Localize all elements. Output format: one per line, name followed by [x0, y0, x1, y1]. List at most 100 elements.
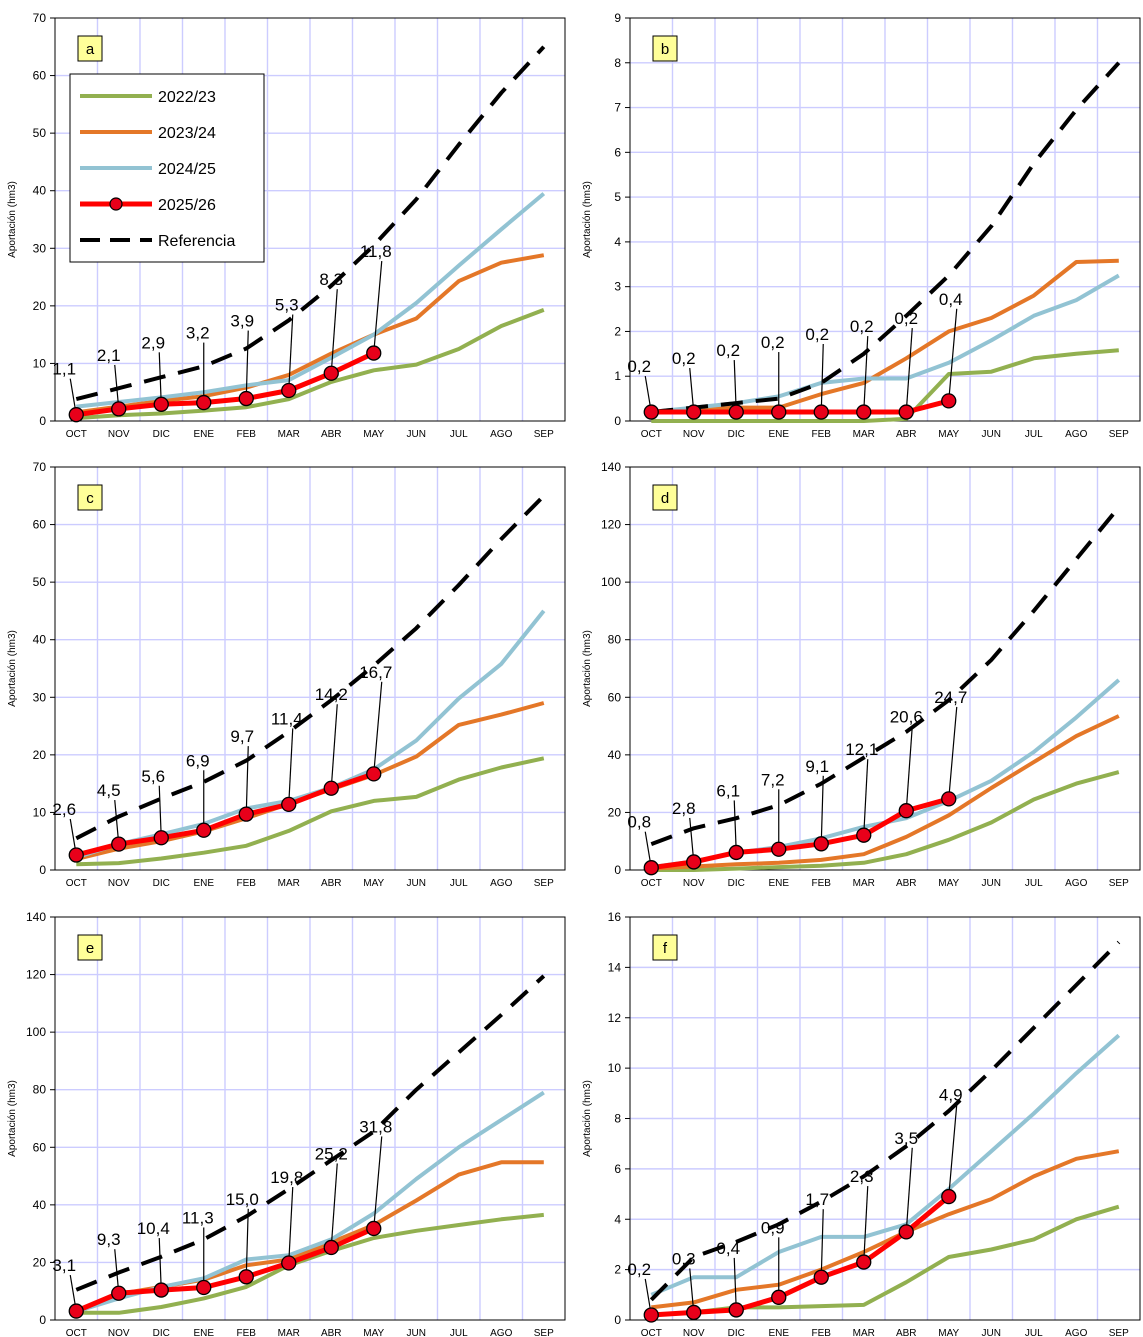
series-line-s2023: [651, 714, 1120, 871]
y-tick-label: 120: [26, 968, 46, 982]
x-tick-label: AGO: [1065, 429, 1087, 440]
y-tick-label: 100: [601, 575, 621, 589]
x-tick-label: DIC: [728, 429, 745, 440]
panel-label-text: b: [661, 41, 669, 58]
label-leader-line: [948, 1104, 958, 1197]
y-tick-label: 40: [33, 633, 47, 647]
panel-label: d: [652, 484, 678, 511]
y-tick-label: 20: [33, 748, 47, 762]
label-leader-line: [905, 726, 913, 811]
x-tick-label: JUN: [982, 1328, 1001, 1337]
x-tick-label: ENE: [193, 1328, 214, 1337]
legend-label: 2022/23: [158, 89, 216, 106]
label-leader-line: [948, 706, 958, 799]
legend-label: 2023/24: [158, 125, 216, 142]
x-tick-label: NOV: [108, 878, 130, 889]
data-label: 10,4: [137, 1219, 170, 1238]
x-tick-label: OCT: [641, 878, 662, 889]
data-label: 5,6: [141, 767, 165, 786]
series-marker-2025: [941, 791, 957, 807]
label-leader-line: [158, 1238, 162, 1291]
panel-label: e: [77, 934, 103, 961]
panel-label-box: [77, 934, 103, 961]
label-leader-line: [733, 1257, 737, 1310]
plot-frame: [54, 466, 566, 871]
series-marker-2025: [111, 836, 127, 852]
series-marker-2025: [771, 404, 787, 420]
label-leader-line: [245, 746, 249, 815]
y-tick-label: 12: [608, 1011, 622, 1025]
series-marker-2025: [856, 1254, 872, 1270]
series-line-s2022: [651, 348, 1119, 423]
x-tick-label: MAR: [853, 429, 875, 440]
data-label: 0,4: [939, 290, 963, 309]
x-tick-label: MAR: [278, 1328, 300, 1337]
panel-label-text: c: [86, 490, 94, 507]
data-label: 0,4: [716, 1239, 740, 1258]
data-label: 20,6: [890, 708, 923, 727]
panel-label-box: [652, 934, 678, 961]
series-line-reference: [75, 494, 546, 841]
y-tick-label: 9: [614, 11, 621, 25]
y-tick-label: 2: [614, 1263, 621, 1277]
label-leader-line: [905, 328, 913, 413]
y-tick-label: 60: [608, 690, 622, 704]
series-marker-2025: [196, 394, 212, 411]
series-marker-2025: [856, 404, 872, 420]
y-tick-label: 4: [614, 1212, 621, 1226]
y-tick-label: 60: [33, 69, 47, 83]
y-tick-label: 20: [33, 1255, 47, 1269]
x-tick-label: ENE: [768, 878, 789, 889]
x-tick-label: MAR: [278, 878, 300, 889]
x-tick-label: ENE: [768, 429, 789, 440]
y-tick-label: 120: [601, 518, 621, 532]
series-marker-2025: [366, 1220, 382, 1237]
panel-label-box: [77, 35, 103, 62]
series-marker-2025: [281, 796, 297, 813]
data-label: 6,9: [186, 751, 210, 770]
x-tick-label: ABR: [321, 429, 342, 440]
series-marker-2025: [771, 1289, 787, 1305]
y-tick-label: 14: [608, 960, 622, 974]
panel-label: c: [77, 484, 103, 511]
y-tick-label: 10: [33, 356, 47, 370]
x-tick-label: FEB: [237, 1328, 257, 1337]
data-label: 16,7: [359, 663, 392, 682]
x-tick-label: FEB: [237, 429, 257, 440]
series-marker-2025: [366, 345, 382, 361]
y-tick-label: 50: [33, 126, 47, 140]
series-line-s2023: [651, 1149, 1120, 1310]
y-tick-label: 8: [614, 1112, 621, 1126]
y-tick-label: 0: [39, 1313, 46, 1327]
label-leader-line: [158, 352, 162, 405]
panel-label: f: [652, 934, 678, 961]
panel-label: a: [77, 35, 103, 62]
x-tick-label: JUN: [407, 429, 426, 440]
x-tick-label: SEP: [1109, 429, 1129, 440]
label-leader-line: [330, 289, 338, 374]
x-tick-label: JUL: [1025, 1328, 1043, 1337]
series-line-reference: [650, 506, 1121, 846]
series-line-s2024: [650, 1033, 1121, 1297]
x-tick-label: FEB: [237, 878, 257, 889]
x-tick-label: ABR: [896, 429, 917, 440]
label-leader-line: [373, 1136, 383, 1229]
series-marker-2025: [238, 1269, 254, 1285]
x-tick-label: JUL: [1025, 429, 1043, 440]
x-tick-label: SEP: [534, 429, 554, 440]
panel-label-box: [652, 484, 678, 511]
series-marker-2025: [771, 841, 787, 857]
x-tick-label: AGO: [490, 1328, 512, 1337]
x-tick-label: OCT: [66, 429, 87, 440]
x-tick-label: FEB: [812, 1328, 832, 1337]
y-tick-label: 3: [614, 280, 621, 294]
data-label: 9,3: [97, 1230, 121, 1249]
x-tick-label: JUN: [407, 878, 426, 889]
series-line-s2023: [651, 258, 1119, 414]
data-label: 0,3: [672, 1249, 696, 1268]
series-marker-2025: [153, 1282, 169, 1298]
x-tick-label: MAY: [363, 429, 384, 440]
y-tick-label: 2: [614, 324, 621, 338]
x-tick-label: NOV: [683, 1328, 705, 1337]
legend-item: 2025/26: [80, 197, 216, 214]
